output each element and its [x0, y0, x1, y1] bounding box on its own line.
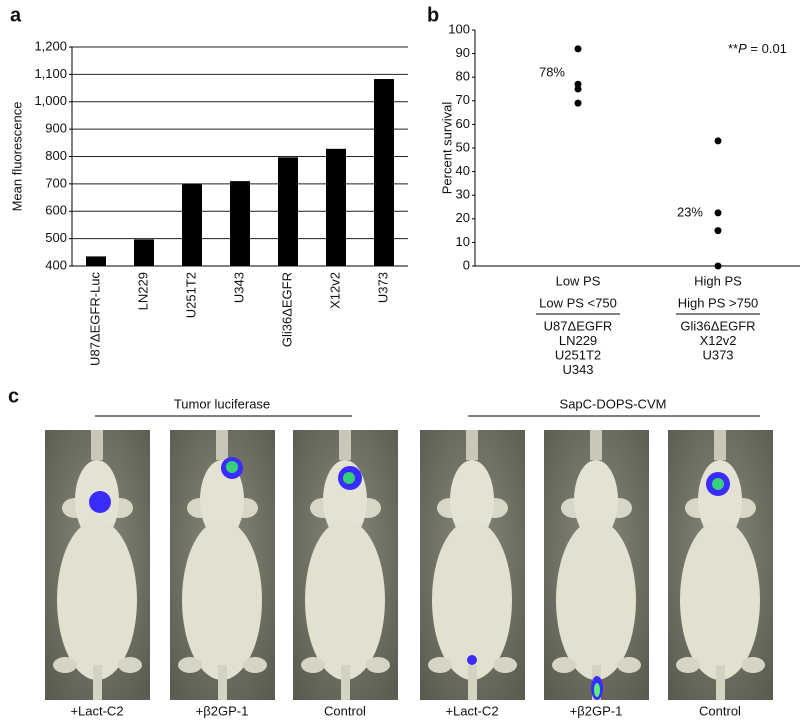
caption: +Lact-C2 [70, 703, 123, 718]
p-symbol: P [738, 41, 747, 56]
y-tick-label: 1,100 [34, 66, 67, 81]
y-tick-label: 50 [456, 139, 470, 154]
point [574, 45, 582, 53]
bar [374, 79, 394, 266]
group-member: U87ΔEGFR [544, 318, 613, 333]
p-value: = 0.01 [747, 41, 787, 56]
signal [89, 491, 111, 513]
y-tick-label: 80 [456, 69, 470, 84]
p-annotation: **P = 0.01 [728, 41, 787, 56]
mouse-image [544, 430, 649, 700]
panel-label: c [8, 385, 19, 407]
signal [467, 655, 477, 665]
y-tick-label: 900 [45, 121, 67, 136]
bar [230, 181, 250, 266]
y-tick-label: 600 [45, 203, 67, 218]
point [574, 85, 582, 93]
y-tick-label: 40 [456, 163, 470, 178]
y-tick-label: 30 [456, 187, 470, 202]
bar [86, 256, 106, 266]
signal [594, 683, 600, 697]
y-tick-label: 800 [45, 148, 67, 163]
point [714, 209, 722, 217]
signal [343, 472, 355, 484]
signal [712, 478, 724, 490]
group-annotation: 78% [539, 64, 565, 79]
x-tick-label: U251T2 [183, 272, 198, 318]
group-member: U343 [562, 362, 593, 377]
mouse-image [668, 430, 773, 700]
panel-label: b [427, 4, 439, 26]
group-member: Gli36ΔEGFR [680, 318, 755, 333]
x-tick-label: X12v2 [327, 272, 342, 309]
point [714, 262, 722, 270]
stars: ** [728, 41, 738, 56]
y-tick-label: 60 [456, 116, 470, 131]
x-tick-label: Gli36ΔEGFR [279, 272, 294, 347]
point [714, 227, 722, 235]
caption: Control [699, 703, 741, 718]
y-tick-label: 1,200 [34, 38, 67, 53]
x-tick-label: U87ΔEGFR-Luc [87, 272, 102, 366]
group-label: Tumor luciferase [174, 396, 270, 411]
y-tick-label: 100 [448, 21, 470, 36]
y-tick-label: 0 [463, 257, 470, 272]
group-member: LN229 [559, 333, 597, 348]
y-axis-label: Percent survival [439, 102, 454, 195]
caption: +β2GP-1 [570, 703, 623, 718]
y-tick-label: 1,000 [34, 93, 67, 108]
point [574, 99, 582, 107]
group-member: U373 [702, 347, 733, 362]
y-axis-label: Mean fluorescence [9, 102, 24, 212]
bar [134, 239, 154, 266]
x-tick-label: LN229 [135, 272, 150, 310]
y-tick-label: 400 [45, 257, 67, 272]
group-label: SapC-DOPS-CVM [560, 396, 667, 411]
x-tick-label: U343 [231, 272, 246, 303]
caption: +Lact-C2 [445, 703, 498, 718]
y-tick-label: 10 [456, 234, 470, 249]
x-tick-label: High PS [694, 273, 742, 288]
y-tick-label: 90 [456, 45, 470, 60]
bar [182, 183, 202, 266]
group-title: High PS >750 [678, 295, 759, 310]
x-tick-label: U373 [375, 272, 390, 303]
y-tick-label: 20 [456, 210, 470, 225]
bar [278, 157, 298, 266]
x-tick-label: Low PS [556, 273, 601, 288]
bar [326, 148, 346, 266]
point [714, 137, 722, 145]
y-tick-label: 500 [45, 230, 67, 245]
y-tick-label: 700 [45, 175, 67, 190]
group-title: Low PS <750 [539, 295, 617, 310]
caption: Control [324, 703, 366, 718]
group-member: X12v2 [700, 333, 737, 348]
y-tick-label: 70 [456, 92, 470, 107]
caption: +β2GP-1 [196, 703, 249, 718]
panel-label: a [10, 4, 22, 26]
mouse-image [45, 430, 150, 700]
group-member: U251T2 [555, 347, 601, 362]
signal [226, 461, 238, 473]
group-annotation: 23% [677, 204, 703, 219]
